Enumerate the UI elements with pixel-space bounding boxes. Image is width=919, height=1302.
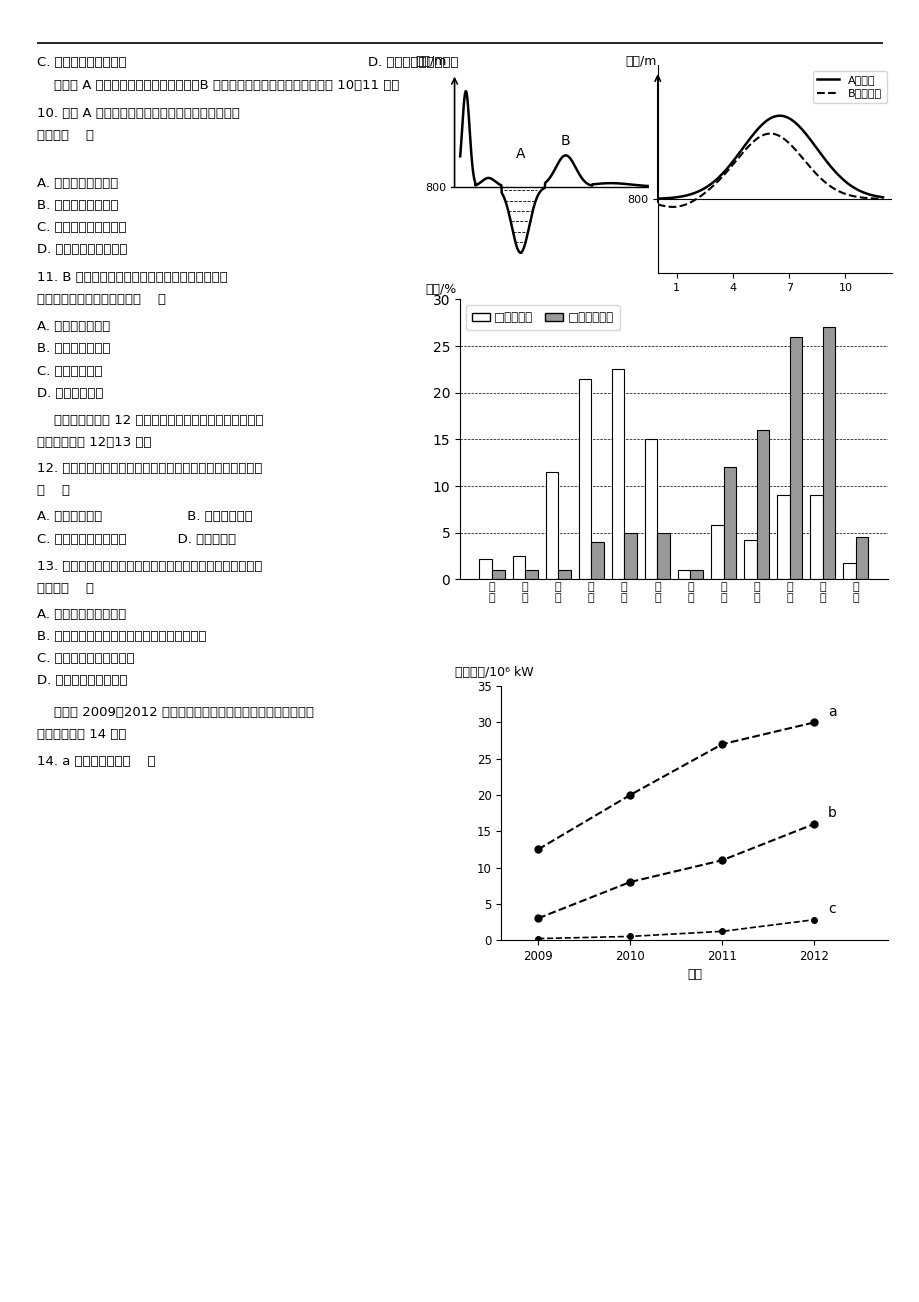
Line: A湖水位: A湖水位 xyxy=(657,116,882,199)
Text: 11. B 地除了荒漠化以外还容易发生的主要生态问: 11. B 地除了荒漠化以外还容易发生的主要生态问 xyxy=(37,271,227,284)
Bar xyxy=(843,562,855,579)
A湖水位 xyxy=(774,108,785,124)
Text: D. 冰川融水、山地降水: D. 冰川融水、山地降水 xyxy=(37,243,127,256)
Bar xyxy=(722,467,735,579)
B地潜水位 xyxy=(652,197,664,212)
Bar xyxy=(743,540,755,579)
Text: 海拔/m: 海拔/m xyxy=(414,55,446,68)
Text: 读中国东部沿海 12 个省（市、区）耕地、水资源比重对: 读中国东部沿海 12 个省（市、区）耕地、水资源比重对 xyxy=(37,414,263,427)
Legend: A湖水位, B地潜水位: A湖水位, B地潜水位 xyxy=(811,70,886,103)
B地潜水位 xyxy=(765,126,776,142)
Bar xyxy=(855,538,868,579)
Text: C. 耕地类型、耕作制度            D. 地形、土壤: C. 耕地类型、耕作制度 D. 地形、土壤 xyxy=(37,533,235,546)
Text: 海拔/m: 海拔/m xyxy=(624,55,655,68)
Text: D. 地处平原，地势低平: D. 地处平原，地势低平 xyxy=(368,56,458,69)
Text: （    ）: （ ） xyxy=(37,484,70,497)
Text: C. 地处山区，地表破碎: C. 地处山区，地表破碎 xyxy=(37,56,126,69)
A湖水位 xyxy=(787,113,798,129)
A湖水位 xyxy=(857,185,868,201)
Text: C. 蒸发量大，复种指数高: C. 蒸发量大，复种指数高 xyxy=(37,652,134,665)
Bar xyxy=(492,570,504,579)
Text: C. 山地降水、大气降水: C. 山地降水、大气降水 xyxy=(37,221,126,234)
Text: A. 积雪融水、地下水: A. 积雪融水、地下水 xyxy=(37,177,118,190)
B地潜水位 xyxy=(787,139,798,155)
A湖水位 xyxy=(877,190,888,206)
Bar xyxy=(525,570,537,579)
A湖水位 xyxy=(842,176,853,191)
Text: 比图，完成第 12－13 题。: 比图，完成第 12－13 题。 xyxy=(37,436,151,449)
Text: 分别是（    ）: 分别是（ ） xyxy=(37,129,94,142)
Text: B: B xyxy=(561,134,570,148)
Text: B. 湿地萎缩、冬季: B. 湿地萎缩、冬季 xyxy=(37,342,110,355)
Text: 10. 注入 A 湖泊的河流，其夏季、冬季主要补给水源: 10. 注入 A 湖泊的河流，其夏季、冬季主要补给水源 xyxy=(37,107,240,120)
Text: B. 降水季节分配不均，冬季农业用水需求量大: B. 降水季节分配不均，冬季农业用水需求量大 xyxy=(37,630,206,643)
Text: b: b xyxy=(827,806,836,820)
Text: B. 冰川融水、地下水: B. 冰川融水、地下水 xyxy=(37,199,119,212)
Text: A. 径流总量小，耕地多: A. 径流总量小，耕地多 xyxy=(37,608,126,621)
Bar xyxy=(677,570,689,579)
Text: 装机容量/10⁶ kW: 装机容量/10⁶ kW xyxy=(455,665,533,678)
Bar xyxy=(755,430,768,579)
A湖水位 xyxy=(652,191,663,207)
Bar xyxy=(545,473,558,579)
A湖水位 xyxy=(790,116,801,132)
X-axis label: 月份: 月份 xyxy=(767,298,781,309)
Bar xyxy=(644,439,657,579)
Text: 右图是 2009－2012 年中国三个地区累计风电装机容量统计图。: 右图是 2009－2012 年中国三个地区累计风电装机容量统计图。 xyxy=(37,706,313,719)
Text: 13. 我国北方东部沿海省（市、区）出现农业缺水严重的主要: 13. 我国北方东部沿海省（市、区）出现农业缺水严重的主要 xyxy=(37,560,262,573)
Bar xyxy=(578,379,591,579)
Bar xyxy=(611,370,624,579)
Text: D. 荒漠化、春季: D. 荒漠化、春季 xyxy=(37,387,103,400)
Text: 读图，完成第 14 题。: 读图，完成第 14 题。 xyxy=(37,728,126,741)
Text: 下图中 A 为我国塔里木盆地某内陆湖，B 为湖边的一处绿洲。读图，完成第 10－11 题。: 下图中 A 为我国塔里木盆地某内陆湖，B 为湖边的一处绿洲。读图，完成第 10－… xyxy=(37,79,399,92)
Bar xyxy=(710,525,722,579)
Text: 原因是（    ）: 原因是（ ） xyxy=(37,582,94,595)
Bar xyxy=(591,542,603,579)
Bar xyxy=(479,559,492,579)
Text: A. 气温、降水量                    B. 降水量、地形: A. 气温、降水量 B. 降水量、地形 xyxy=(37,510,253,523)
B地潜水位 xyxy=(857,190,868,206)
Text: 12. 影响东部沿海各省（市、区）水土配合差异的主要因素是: 12. 影响东部沿海各省（市、区）水土配合差异的主要因素是 xyxy=(37,462,262,475)
A湖水位 xyxy=(786,112,797,128)
A湖水位 xyxy=(652,191,664,207)
Bar xyxy=(624,533,636,579)
B地潜水位 xyxy=(666,199,677,215)
Text: D. 水田种植，耗水量大: D. 水田种植，耗水量大 xyxy=(37,674,127,687)
Text: A. 水土流失、夏季: A. 水土流失、夏季 xyxy=(37,320,110,333)
Text: a: a xyxy=(827,704,835,719)
Bar xyxy=(810,495,822,579)
Bar xyxy=(512,556,525,579)
B地潜水位 xyxy=(787,139,798,155)
Legend: □耕地比重, □水资源比重: □耕地比重, □水资源比重 xyxy=(465,306,619,331)
X-axis label: 年份: 年份 xyxy=(686,969,701,982)
B地潜水位 xyxy=(652,197,663,212)
Bar xyxy=(689,570,702,579)
B地潜水位 xyxy=(843,187,854,203)
Text: C. 盐碱化、夏季: C. 盐碱化、夏季 xyxy=(37,365,102,378)
Bar xyxy=(822,327,834,579)
B地潜水位 xyxy=(790,145,801,160)
Text: 比重/%: 比重/% xyxy=(425,283,457,296)
Bar xyxy=(789,337,801,579)
Text: 题及该问题最严重的季节是（    ）: 题及该问题最严重的季节是（ ） xyxy=(37,293,165,306)
Text: 14. a 地区最可能是（    ）: 14. a 地区最可能是（ ） xyxy=(37,755,155,768)
Text: A: A xyxy=(516,147,525,160)
Bar xyxy=(558,570,570,579)
Bar xyxy=(657,533,669,579)
Bar xyxy=(777,495,789,579)
Text: c: c xyxy=(827,902,834,917)
B地潜水位 xyxy=(877,191,888,207)
Line: B地潜水位: B地潜水位 xyxy=(657,134,882,207)
